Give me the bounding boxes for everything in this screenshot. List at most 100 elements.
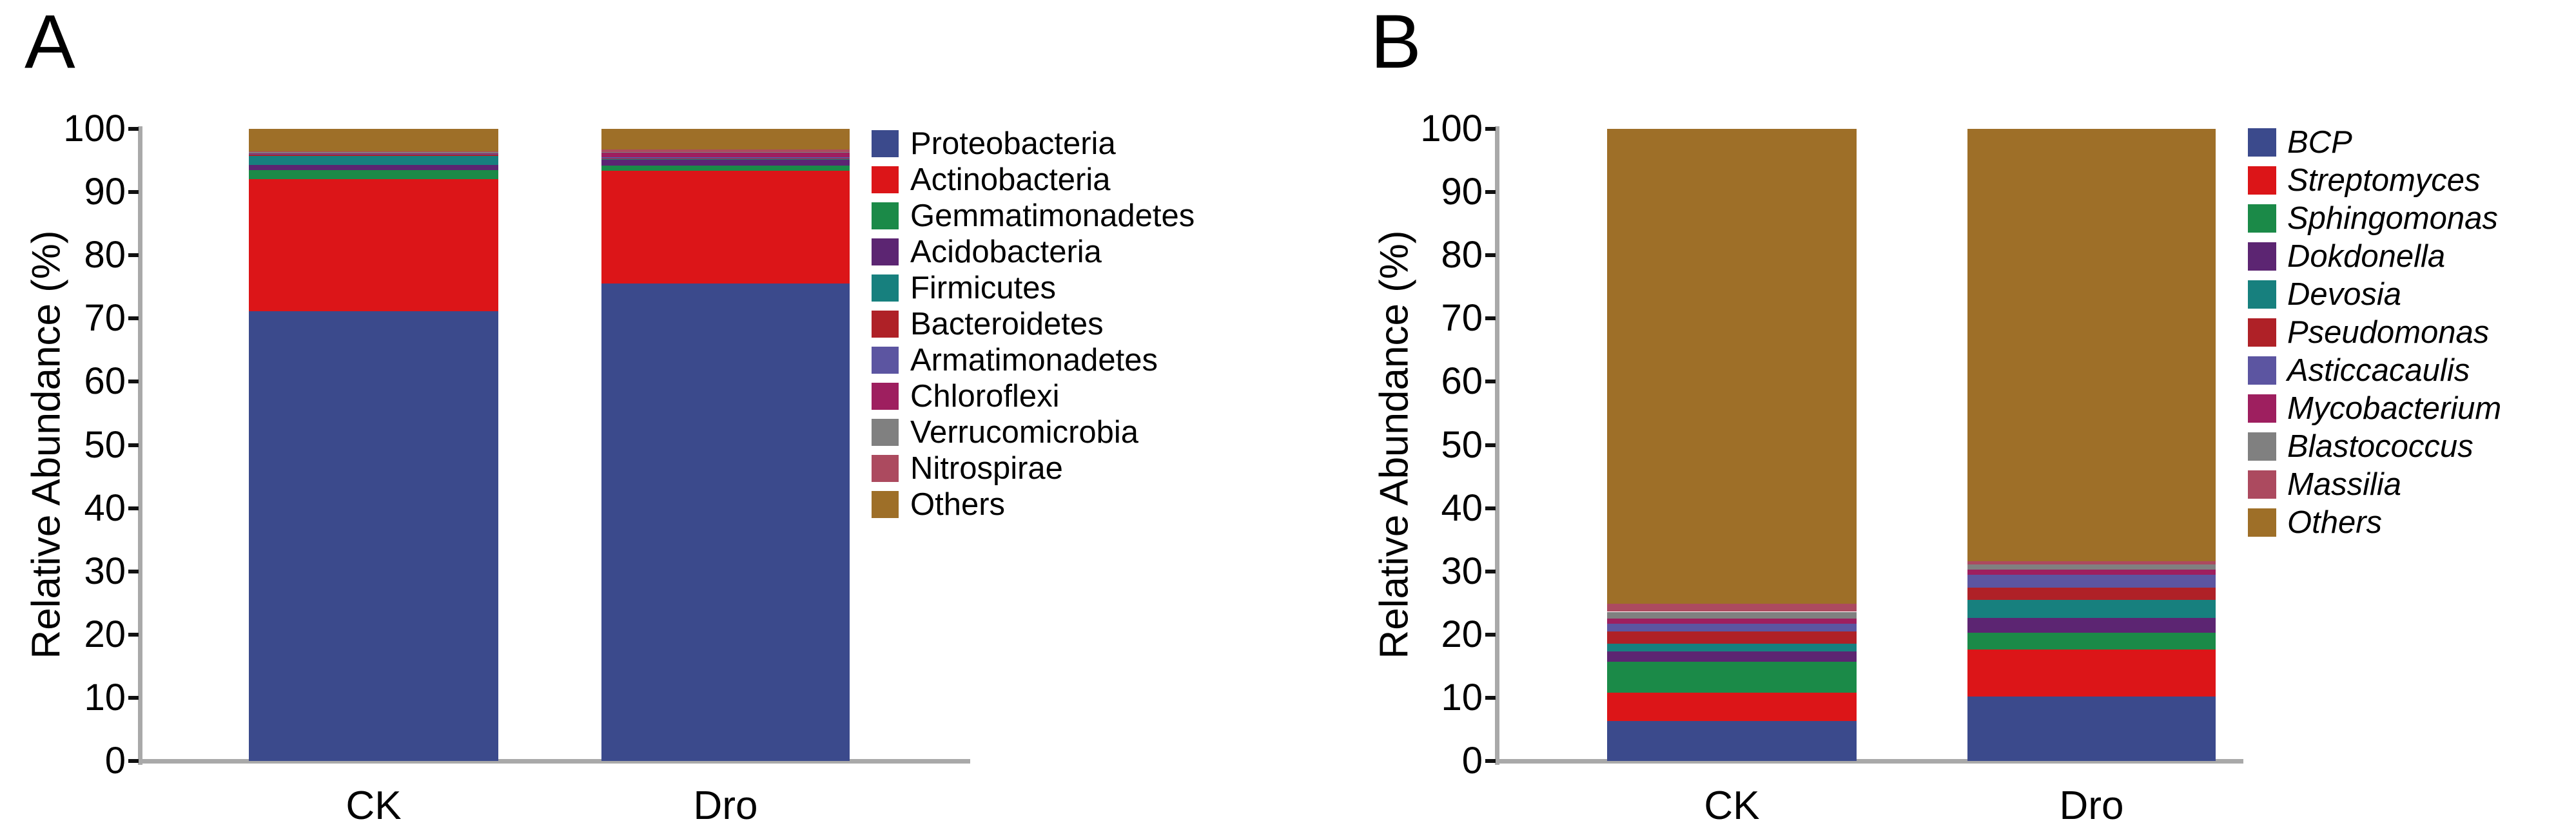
legend-label: Dokdonella [2287,239,2446,274]
y-tick-label: 50 [1441,423,1483,466]
legend-swatch [2248,470,2276,499]
legend-label: Others [2287,505,2383,540]
legend-swatch [2248,166,2276,195]
y-tick-mark [1485,759,1496,763]
legend-label: Asticcacaulis [2287,353,2470,388]
bar-segment [249,156,498,165]
y-axis-line-a [138,126,142,765]
y-tick-mark [128,632,139,637]
bar-segment [1967,649,2216,697]
y-tick-mark [128,695,139,700]
legend-label: Mycobacterium [2287,391,2502,426]
bar-segment [249,169,498,180]
bar-segment [249,179,498,311]
bar-segment [1967,696,2216,761]
legend-swatch [2248,508,2276,537]
bar-segment [1607,129,1857,604]
stacked-bar-dro [601,129,850,761]
legend-label: Actinobacteria [910,162,1111,197]
legend-swatch [872,347,899,374]
legend-swatch [2248,280,2276,309]
stacked-bar-dro [1967,129,2216,761]
legend-label: Sphingomonas [2287,201,2498,236]
y-tick-mark [128,190,139,195]
legend-swatch [872,419,899,446]
y-tick-label: 20 [84,613,126,655]
legend-label: Armatimonadetes [910,343,1158,378]
bar-segment [1607,624,1857,631]
stacked-bar-ck [249,129,498,761]
legend-label: Blastococcus [2287,429,2474,464]
y-tick-label: 20 [1441,613,1483,655]
x-category-label: Dro [693,784,758,828]
bar-segment [601,157,850,159]
panel-b-letter: B [1371,0,1421,84]
x-category-label: Dro [2059,784,2124,828]
legend-label: Others [910,487,1006,522]
legend-swatch [872,202,899,229]
bar-segment [249,164,498,170]
y-tick-mark [128,253,139,258]
bar-segment [1607,721,1857,761]
panel-a-letter: A [24,0,75,84]
legend-label: Pseudomonas [2287,315,2490,350]
legend-swatch [872,383,899,410]
y-tick-label: 10 [1441,676,1483,718]
bar-segment [601,284,850,761]
bar-segment [1607,643,1857,652]
y-tick-label: 0 [1461,740,1483,782]
legend-label: Nitrospirae [910,451,1063,486]
y-tick-mark [128,443,139,447]
bar-segment [601,153,850,158]
legend-swatch [872,130,899,157]
y-tick-mark [1485,695,1496,700]
x-category-label: CK [1704,784,1760,828]
y-tick-mark [128,759,139,763]
legend-label: Acidobacteria [910,235,1102,269]
y-tick-label: 100 [1420,108,1483,149]
legend-label: Streptomyces [2287,163,2481,198]
y-tick-mark [128,506,139,510]
legend-swatch [2248,394,2276,423]
bar-segment [1967,564,2216,570]
bar-segment [601,152,850,153]
bar-segment [601,159,850,160]
stacked-bar-ck [1607,129,1857,761]
y-tick-label: 0 [104,740,126,782]
y-tick-label: 60 [1441,360,1483,403]
bar-segment [1967,618,2216,633]
y-tick-mark [128,569,139,573]
y-tick-label: 30 [84,550,126,592]
bar-segment [249,311,498,761]
bar-segment [249,129,498,152]
y-tick-label: 30 [1441,550,1483,592]
bar-segment [601,149,850,153]
y-tick-label: 10 [84,676,126,718]
y-tick-mark [128,380,139,384]
y-tick-mark [128,316,139,321]
legend-swatch [872,238,899,265]
y-tick-mark [128,127,139,131]
y-tick-label: 60 [84,360,126,403]
bar-segment [1967,574,2216,588]
bar-segment [1607,662,1857,693]
bar-segment [1607,631,1857,644]
bar-segment [1607,693,1857,722]
bar-segment [601,160,850,166]
bar-segment [249,154,498,157]
legend-label: Firmicutes [910,271,1056,305]
bar-segment [1607,603,1857,612]
y-tick-label: 100 [63,108,126,149]
y-tick-label: 40 [1441,486,1483,529]
bar-segment [1607,619,1857,624]
legend-label: BCP [2287,125,2352,160]
legend-swatch [2248,128,2276,157]
legend-swatch [872,455,899,482]
y-tick-mark [1485,253,1496,258]
y-tick-mark [1485,443,1496,447]
y-tick-mark [1485,127,1496,131]
bar-segment [249,151,498,154]
bar-segment [601,170,850,284]
legend-swatch [2248,432,2276,461]
y-tick-label: 90 [84,171,126,213]
